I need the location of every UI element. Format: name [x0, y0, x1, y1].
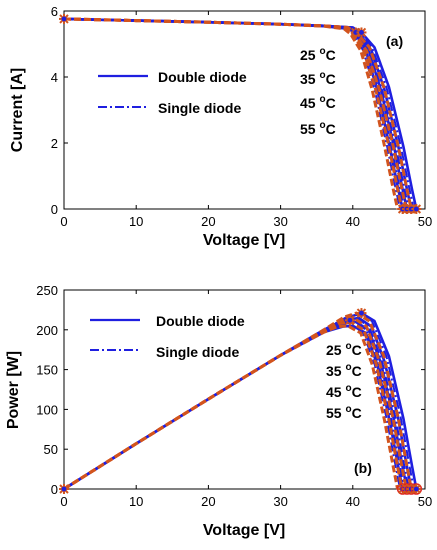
model-curve-line: [63, 324, 400, 491]
data-point-marker: [356, 308, 367, 319]
y-tick-label: 0: [51, 482, 58, 497]
model-curve-line: [63, 17, 400, 210]
x-tick-label: 20: [201, 214, 215, 229]
y-tick-label: 150: [36, 363, 58, 378]
temperature-label: 25 oC: [326, 341, 362, 358]
y-tick-label: 0: [51, 202, 58, 217]
y-tick-label: 2: [51, 136, 58, 151]
y-axis-label: Power [W]: [5, 351, 22, 429]
x-tick-label: 20: [201, 494, 215, 509]
data-point-marker: [410, 483, 423, 495]
x-tick-label: 0: [60, 214, 67, 229]
temperature-label: 45 oC: [326, 383, 362, 400]
panel-label: (a): [386, 33, 403, 49]
y-tick-label: 50: [44, 442, 58, 457]
axis-ticks: 0 10 20 30 40 50 0 50 100 150 200 250: [36, 283, 432, 509]
temperature-label: 55 oC: [300, 120, 336, 137]
x-axis-label: Voltage [V]: [203, 522, 285, 539]
series-markers: [59, 308, 423, 495]
data-point-marker: [59, 13, 69, 24]
data-point-marker: [344, 315, 355, 326]
temperature-label: 45 oC: [300, 94, 336, 111]
data-point-marker: [411, 204, 422, 214]
x-axis-label: Voltage [V]: [203, 232, 285, 249]
temperature-label: 25 oC: [300, 46, 336, 63]
plot-frame: [63, 289, 426, 490]
x-tick-label: 0: [60, 494, 67, 509]
temperature-labels: 25 oC 35 oC 45 oC 55 oC: [326, 341, 362, 421]
y-tick-label: 250: [36, 283, 58, 298]
x-tick-label: 10: [129, 494, 143, 509]
y-axis-label: Current [A]: [9, 68, 26, 152]
legend-label-single-diode: Single diode: [158, 100, 241, 116]
legend: Double diode Single diode: [90, 313, 245, 360]
temperature-label: 35 oC: [300, 70, 336, 87]
data-point-marker: [356, 27, 367, 38]
temperature-labels: 25 oC 35 oC 45 oC 55 oC: [300, 46, 336, 137]
legend-label-double-diode: Double diode: [156, 313, 245, 329]
x-tick-label: 10: [129, 214, 143, 229]
y-tick-label: 6: [51, 4, 58, 19]
legend-label-double-diode: Double diode: [158, 69, 247, 85]
series-markers: [59, 13, 422, 214]
x-tick-label: 40: [346, 494, 360, 509]
temperature-label: 55 oC: [326, 404, 362, 421]
y-tick-label: 100: [36, 402, 58, 417]
legend-label-single-diode: Single diode: [156, 344, 239, 360]
chart-power-voltage: 0 10 20 30 40 50 0 50 100 150 200 250 Voltage [V] P…: [5, 283, 432, 539]
x-tick-label: 40: [346, 214, 360, 229]
plot-frame: [63, 10, 426, 210]
temperature-label: 35 oC: [326, 362, 362, 379]
legend: Double diode Single diode: [98, 69, 247, 116]
panel-label: (b): [354, 460, 372, 476]
axis-ticks: 0 10 20 30 40 50 0 2 4 6: [51, 4, 432, 229]
y-tick-label: 200: [36, 323, 58, 338]
x-tick-label: 50: [418, 214, 432, 229]
x-tick-label: 30: [273, 494, 287, 509]
x-tick-label: 50: [418, 494, 432, 509]
y-tick-label: 4: [51, 70, 58, 85]
x-tick-label: 30: [273, 214, 287, 229]
data-point-marker: [59, 484, 69, 494]
